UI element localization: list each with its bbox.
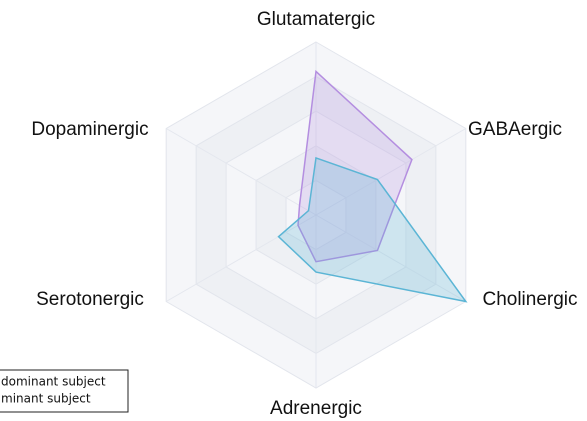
axis-label: Glutamatergic [257, 9, 375, 30]
series-area [297, 69, 413, 263]
axis-line [315, 128, 467, 216]
axis-line [315, 214, 467, 302]
axis-label: Adrenergic [270, 398, 362, 419]
legend-box [0, 369, 129, 413]
axis-label: Cholinergic [482, 289, 577, 310]
series-area [277, 156, 468, 303]
axis-label: GABAergic [468, 119, 562, 140]
axis-line [165, 128, 317, 216]
legend-label: minant subject [1, 392, 91, 406]
axis-line [165, 214, 317, 302]
axis-label: Dopaminergic [31, 119, 148, 140]
legend-label: dominant subject [1, 375, 106, 389]
axis-label: Serotonergic [36, 289, 144, 310]
